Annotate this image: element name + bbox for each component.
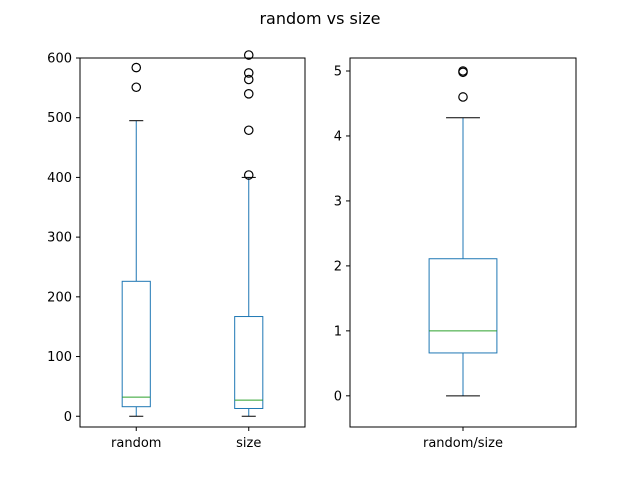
flier-point — [243, 89, 254, 99]
box-random-size — [428, 258, 498, 354]
y-tick-label: 100 — [47, 350, 72, 365]
flier-point — [243, 170, 254, 180]
flier-point — [243, 74, 254, 85]
flier-point — [458, 92, 468, 102]
x-tick-label: size — [236, 436, 261, 451]
flier-point — [458, 66, 468, 76]
axes-frame — [349, 57, 577, 428]
y-tick-label: 5 — [334, 64, 342, 79]
box-random — [121, 280, 151, 408]
y-tick-label: 300 — [47, 231, 72, 246]
right-boxplot-panel: 0 1 2 3 4 5 random/size — [334, 57, 577, 451]
y-tick-label: 400 — [47, 171, 72, 186]
box-size — [234, 316, 264, 409]
flier-point — [131, 62, 142, 73]
y-tick-label: 2 — [334, 259, 342, 274]
axes-frame — [79, 57, 306, 428]
y-tick-label: 0 — [334, 389, 342, 404]
y-tick-label: 600 — [47, 52, 72, 67]
left-boxplot-panel: 0 100 200 300 400 500 600 random size — [47, 50, 306, 451]
y-tick-label: 200 — [47, 290, 72, 305]
y-tick-label: 4 — [334, 129, 342, 144]
flier-point — [243, 68, 254, 78]
y-tick-label: 3 — [334, 194, 342, 209]
y-tick-label: 0 — [64, 410, 72, 425]
flier-point — [131, 82, 142, 93]
x-tick-label: random/size — [423, 436, 503, 451]
x-tick-label: random — [111, 436, 161, 451]
figure-title: random vs size — [259, 9, 380, 28]
y-tick-label: 1 — [334, 324, 342, 339]
y-tick-label: 500 — [47, 111, 72, 126]
flier-point — [243, 50, 254, 60]
flier-point — [243, 125, 254, 136]
